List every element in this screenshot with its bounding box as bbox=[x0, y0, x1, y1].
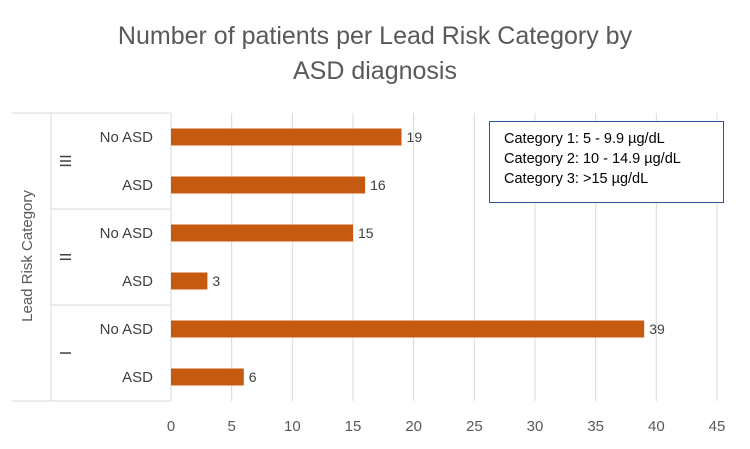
annotation-line-category-1: Category 1: 5 - 9.9 µg/dL bbox=[504, 131, 665, 147]
bar-value-label: 6 bbox=[249, 369, 257, 385]
category-label: No ASD bbox=[100, 129, 154, 146]
x-tick-label: 20 bbox=[405, 418, 422, 435]
bar-value-label: 39 bbox=[649, 321, 665, 337]
category-label: ASD bbox=[122, 273, 153, 290]
data-labels: 19 16 15 3 39 6 bbox=[212, 129, 665, 385]
category-axis-frame bbox=[12, 112, 172, 402]
x-tick-label: 40 bbox=[648, 418, 665, 435]
group-label: II bbox=[58, 253, 75, 262]
x-tick-label: 15 bbox=[345, 418, 362, 435]
bar-value-label: 16 bbox=[370, 177, 386, 193]
x-tick-label: 0 bbox=[167, 418, 175, 435]
group-label: III bbox=[58, 154, 75, 167]
bar bbox=[171, 224, 353, 242]
bars bbox=[171, 128, 645, 386]
x-tick-label: 5 bbox=[227, 418, 235, 435]
bar bbox=[171, 272, 208, 290]
x-tick-labels: 0 5 10 15 20 25 30 35 40 45 bbox=[167, 418, 726, 435]
group-label: I bbox=[58, 351, 75, 355]
category-label: ASD bbox=[122, 177, 153, 194]
category-label: No ASD bbox=[100, 321, 154, 338]
bar bbox=[171, 176, 366, 194]
category-label: No ASD bbox=[100, 225, 154, 242]
bar bbox=[171, 128, 402, 146]
bar bbox=[171, 368, 244, 386]
x-tick-label: 30 bbox=[527, 418, 544, 435]
x-tick-label: 25 bbox=[466, 418, 483, 435]
bar-value-label: 15 bbox=[358, 225, 374, 241]
annotation-box: Category 1: 5 - 9.9 µg/dL Category 2: 10… bbox=[489, 121, 724, 203]
chart-title-line-1: Number of patients per Lead Risk Categor… bbox=[118, 22, 633, 50]
bar-value-label: 19 bbox=[407, 129, 423, 145]
x-tick-label: 45 bbox=[709, 418, 726, 435]
x-tick-label: 35 bbox=[587, 418, 604, 435]
bar-value-label: 3 bbox=[212, 273, 220, 289]
category-labels: No ASD ASD No ASD ASD No ASD ASD bbox=[100, 129, 154, 386]
annotation-line-category-2: Category 2: 10 - 14.9 µg/dL bbox=[504, 151, 681, 167]
bar bbox=[171, 320, 645, 338]
annotation-line-category-3: Category 3: >15 µg/dL bbox=[504, 171, 649, 187]
chart-title-line-2: ASD diagnosis bbox=[293, 57, 457, 85]
x-tick-label: 10 bbox=[284, 418, 301, 435]
y-axis-label: Lead Risk Category bbox=[19, 190, 36, 322]
category-label: ASD bbox=[122, 369, 153, 386]
